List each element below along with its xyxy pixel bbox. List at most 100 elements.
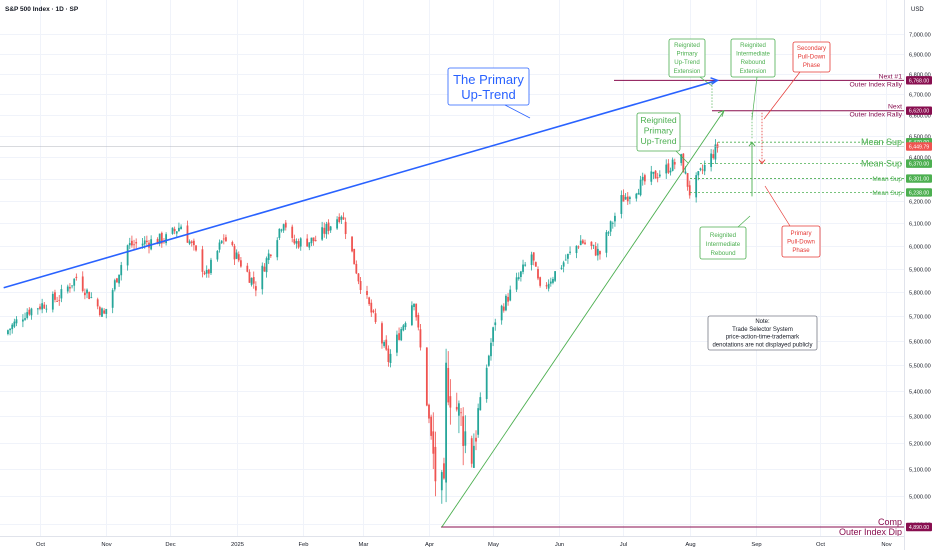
candle-body	[210, 259, 212, 274]
candle-body	[30, 308, 33, 316]
callout-rir-extension-text: Intermediate	[736, 51, 770, 58]
candle-body	[515, 277, 518, 290]
candle-body	[225, 237, 227, 242]
y-tick-label: 5,800.00	[909, 291, 931, 297]
candle-body	[128, 243, 131, 246]
candle-body	[374, 313, 377, 322]
candle-body	[88, 291, 91, 300]
x-tick-label: Nov	[101, 542, 111, 548]
callout-rebound-pointer	[737, 215, 751, 228]
candle-body	[639, 179, 642, 196]
price-6768-tag-label: 6,768.00	[909, 78, 929, 84]
price-6301-tag	[906, 174, 932, 183]
note-text: Trade Selector System	[732, 327, 793, 333]
candle-body	[665, 164, 668, 174]
candle-body	[344, 221, 347, 235]
candle-body	[201, 249, 204, 272]
label-next1: Next #1	[879, 73, 903, 80]
candle-body	[652, 171, 655, 174]
candle-body	[462, 416, 465, 446]
candle-body	[680, 154, 683, 164]
candle-body	[539, 277, 542, 286]
candle-body	[592, 244, 595, 246]
candle-body	[355, 263, 358, 274]
x-tick-label: Oct	[816, 542, 825, 548]
candle-body	[321, 227, 324, 240]
callout-rir-extension-text: Reignited	[740, 42, 766, 49]
candle-body	[428, 404, 430, 419]
candle-body	[626, 196, 629, 202]
candle-body	[547, 283, 550, 289]
callout-primary-pulldown-pointer	[764, 185, 791, 227]
candle-body	[126, 245, 129, 266]
candle-body	[500, 305, 503, 321]
callout-primary-uptrend	[447, 67, 530, 106]
y-tick-label: 6,700.00	[909, 93, 931, 99]
candle-body	[133, 244, 135, 246]
candle-body	[7, 330, 9, 335]
candle-body	[190, 241, 193, 243]
currency-label: USD	[911, 7, 924, 13]
candle-body	[385, 339, 388, 350]
y-tick-label: 5,500.00	[909, 364, 931, 370]
candle-body	[635, 193, 638, 199]
candle-body	[703, 164, 706, 172]
label-outer-dip: Outer Index Dip	[839, 527, 902, 537]
candle-body	[342, 217, 345, 220]
candle-body	[86, 289, 88, 294]
candle-body	[485, 367, 488, 400]
candle-body	[425, 347, 428, 406]
candle-body	[145, 240, 148, 243]
price-4890-tag-label: 4,890.00	[909, 525, 929, 531]
candle-body	[475, 437, 477, 442]
callout-primary-uptrend-pointer	[504, 104, 531, 119]
candle-body	[622, 195, 625, 202]
candle-body	[54, 292, 56, 300]
candle-body	[487, 355, 490, 366]
callout-primary-pulldown-text: Phase	[792, 247, 810, 254]
candle-body	[323, 227, 326, 234]
candle-body	[590, 241, 593, 246]
callout-reignited-uptrend-text: Reignited	[640, 115, 677, 125]
chart-title: S&P 500 Index · 1D · SP	[5, 6, 79, 13]
y-tick-label: 7,000.00	[909, 33, 931, 39]
candle-body	[24, 318, 26, 320]
candle-body	[293, 239, 296, 244]
candle-body	[71, 285, 73, 287]
candle-body	[440, 472, 443, 491]
candle-body	[372, 310, 375, 313]
candle-body	[562, 262, 565, 267]
candle-body	[368, 297, 371, 305]
candle-body	[464, 431, 467, 446]
candle-body	[336, 219, 338, 229]
callout-rpu-extension-text: Reignited	[674, 42, 700, 49]
candle-body	[205, 269, 208, 274]
callout-secondary-pulldown-text: Phase	[803, 62, 821, 69]
callout-rebound-text: Rebound	[710, 250, 736, 257]
price-6620-tag	[906, 106, 932, 115]
candle-body	[530, 254, 533, 265]
callout-rebound-text: Intermediate	[706, 241, 741, 248]
candle-body	[534, 262, 537, 267]
price-6768-tag	[906, 76, 932, 85]
callout-secondary-pulldown-pointer	[763, 71, 801, 120]
candle-body	[156, 239, 159, 245]
candle-body	[36, 308, 39, 310]
candle-body	[624, 196, 627, 200]
candle-body	[351, 236, 353, 252]
candle-body	[220, 240, 223, 244]
y-tick-label: 5,000.00	[909, 495, 931, 501]
candle-body	[69, 287, 71, 289]
candle-body	[41, 303, 44, 310]
candle-body	[447, 367, 450, 403]
reignited-uptrend-line	[441, 110, 725, 528]
candle-body	[614, 215, 616, 222]
candle-body	[66, 286, 69, 292]
candle-body	[103, 310, 106, 314]
x-tick-label: Apr	[425, 542, 434, 548]
candle-body	[263, 266, 266, 272]
candle-body	[577, 246, 580, 248]
